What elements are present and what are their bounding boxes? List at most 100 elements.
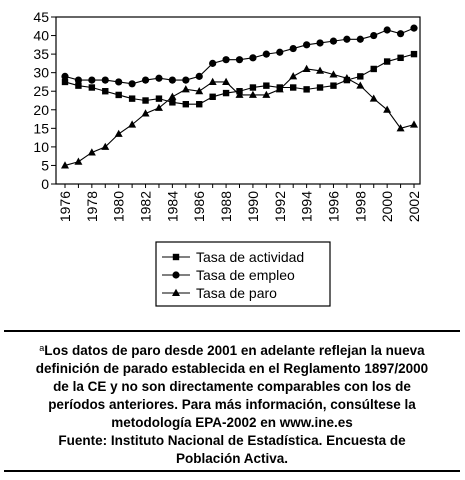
data-point-circle (141, 76, 150, 84)
data-point-triangle (302, 64, 311, 72)
data-point-triangle (383, 105, 392, 113)
data-point-square (383, 58, 391, 65)
data-point-triangle (195, 87, 204, 95)
y-tick-label: 0 (41, 176, 49, 192)
data-point-square (142, 97, 149, 104)
data-point-square (316, 84, 324, 91)
data-point-square (222, 89, 230, 97)
data-point-square (182, 101, 190, 108)
y-tick-label: 15 (33, 120, 49, 136)
legend-label: Tasa de actividad (196, 249, 304, 265)
x-tick-label: 1982 (138, 191, 154, 222)
data-point-square (397, 54, 404, 62)
data-point-square (410, 50, 418, 58)
plot-area: 0 5 10 15 20 25 30 35 40 45 1976 1978 1980 1982 1984 19… (33, 9, 422, 222)
x-tick-label: 1992 (272, 191, 288, 222)
data-point-triangle (114, 129, 123, 137)
source-line: Población Activa. (175, 451, 289, 466)
data-point-triangle (74, 157, 83, 165)
y-tick-label: 5 (41, 157, 49, 173)
data-point-circle (249, 54, 257, 62)
data-point-circle (329, 37, 338, 45)
data-point-circle (262, 50, 270, 58)
data-point-circle (235, 56, 244, 64)
data-point-square (88, 84, 96, 91)
line-chart: 0 5 10 15 20 25 30 35 40 45 1976 1978 1980 1982 1984 19… (33, 9, 422, 307)
x-tick-label: 2002 (406, 191, 422, 222)
x-tick-label: 1988 (218, 191, 234, 222)
data-point-square (75, 82, 82, 89)
legend-box (155, 241, 331, 307)
footnote-line: metodología EPA-2002 en www.ine.es (111, 415, 353, 430)
x-tick-label: 1990 (245, 191, 261, 222)
data-point-circle (61, 72, 69, 80)
legend-marker-square (172, 253, 180, 261)
data-point-square (196, 101, 203, 108)
x-tick-label: 1984 (164, 191, 180, 222)
data-point-triangle (369, 94, 378, 102)
data-point-square (263, 82, 270, 89)
data-point-circle (182, 76, 190, 84)
data-point-circle (74, 76, 83, 84)
data-point-circle (195, 72, 203, 80)
data-point-triangle (154, 103, 163, 111)
data-point-triangle (208, 77, 217, 85)
data-point-square (61, 78, 69, 86)
x-tick-label: 1986 (191, 191, 207, 222)
y-tick-label: 40 (33, 28, 49, 44)
legend-label: Tasa de paro (196, 285, 277, 301)
x-tick-label: 1994 (299, 191, 315, 222)
footnote-line: de la CE y no son directamente comparabl… (53, 379, 411, 394)
data-point-square (289, 84, 297, 91)
data-point-square (330, 82, 337, 89)
footnote-box: aLos datos de paro desde 2001 en adelant… (4, 330, 460, 472)
source-line: Fuente: Instituto Nacional de Estadístic… (58, 433, 406, 448)
data-point-circle (303, 41, 311, 49)
y-tick-label: 20 (33, 102, 49, 118)
data-point-triangle (396, 124, 405, 132)
data-point-triangle (141, 109, 150, 117)
y-tick-label: 35 (33, 46, 49, 62)
footnote-bottom-rule (4, 470, 460, 472)
footnote-line: períodos anteriores. Para más informació… (48, 397, 416, 412)
data-point-circle (356, 35, 364, 43)
data-point-circle (410, 24, 418, 32)
data-point-triangle (128, 120, 137, 128)
data-point-triangle (262, 90, 271, 98)
y-tick-label: 30 (33, 65, 49, 81)
data-point-circle (276, 48, 284, 56)
data-point-triangle (410, 120, 418, 128)
legend-marker-circle (172, 271, 180, 279)
data-point-triangle (342, 74, 351, 82)
data-point-square (102, 88, 109, 95)
x-tick-label: 1980 (111, 191, 127, 222)
data-point-circle (155, 74, 163, 82)
data-point-square (370, 65, 377, 73)
data-point-circle (115, 78, 123, 86)
data-point-circle (370, 31, 378, 40)
data-point-triangle (289, 72, 298, 80)
data-point-circle (222, 56, 230, 64)
plot-frame (55, 16, 421, 185)
footnote-line: aLos datos de paro desde 2001 en adelant… (39, 343, 425, 358)
data-point-circle (168, 76, 176, 84)
data-point-circle (316, 39, 324, 47)
footnote-line: definición de parado establecida en el R… (35, 361, 429, 376)
data-point-triangle (316, 66, 325, 74)
x-tick-label: 1998 (352, 191, 368, 222)
x-tick-label: 1978 (84, 191, 100, 222)
data-point-circle (289, 44, 297, 53)
data-point-square (128, 95, 136, 102)
x-tick-label: 1996 (325, 191, 341, 222)
x-tick-label: 2000 (379, 191, 395, 222)
data-point-square (169, 99, 176, 106)
data-point-circle (343, 35, 351, 43)
data-point-circle (88, 76, 96, 84)
y-tick-label: 25 (33, 83, 49, 99)
data-point-square (209, 93, 216, 100)
y-tick-label: 45 (33, 9, 49, 25)
data-point-circle (396, 30, 405, 38)
data-point-triangle (168, 92, 177, 100)
legend: Tasa de actividad Tasa de empleo Tasa de p… (155, 241, 331, 307)
legend-label: Tasa de empleo (196, 267, 295, 283)
